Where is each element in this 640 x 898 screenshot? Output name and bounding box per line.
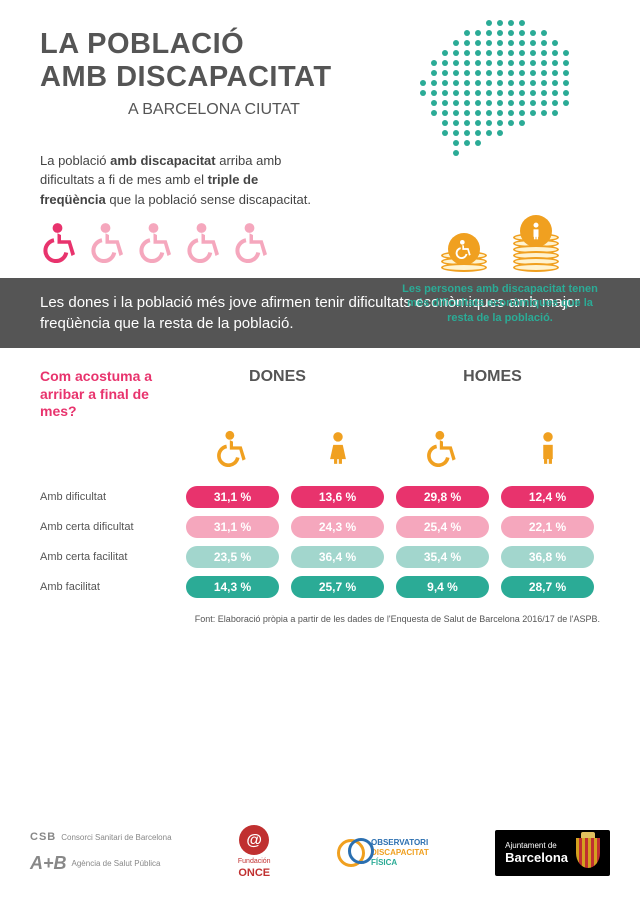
once-label: ONCE — [238, 867, 271, 880]
row-label: Amb certa facilitat — [40, 551, 180, 563]
once-top: Fundación — [238, 858, 271, 866]
csb-mark: CSB — [30, 831, 56, 844]
row-label: Amb facilitat — [40, 581, 180, 593]
value-pill: 29,8 % — [396, 486, 489, 508]
man-icon — [526, 221, 546, 241]
value-pill: 36,4 % — [291, 546, 384, 568]
aspb-label: Agència de Salut Pública — [72, 859, 161, 869]
wheelchair-icon — [88, 221, 130, 263]
obs-line2: DISCAPACITAT — [371, 848, 429, 858]
man-icon — [529, 429, 567, 467]
table-row: Amb certa facilitat 23,5 % 36,4 % 35,4 % 36,… — [40, 546, 600, 568]
woman-icon — [319, 429, 357, 467]
table-question: Com acostuma a arribar a final de mes? — [40, 368, 170, 421]
wheelchair-icon — [214, 429, 252, 467]
wheelchair-icon — [136, 221, 178, 263]
csb-label: Consorci Sanitari de Barcelona — [61, 833, 171, 843]
body-paragraph: La població amb discapacitat arriba amb … — [0, 137, 360, 210]
obs-line1: OBSERVATORI — [371, 838, 429, 848]
group-header-dones: DONES — [170, 368, 385, 421]
wheelchair-icon — [232, 221, 274, 263]
value-pill: 23,5 % — [186, 546, 279, 568]
value-pill: 25,4 % — [396, 516, 489, 538]
group-header-homes: HOMES — [385, 368, 600, 421]
value-pill: 24,3 % — [291, 516, 384, 538]
obs-line3: FÍSICA — [371, 858, 429, 868]
value-pill: 28,7 % — [501, 576, 594, 598]
value-pill: 25,7 % — [291, 576, 384, 598]
row-label: Amb dificultat — [40, 491, 180, 503]
value-pill: 31,1 % — [186, 516, 279, 538]
value-pill: 12,4 % — [501, 486, 594, 508]
coins-illustration: Les persones amb discapacitat tenen més … — [400, 215, 600, 325]
wheelchair-icon — [40, 221, 82, 263]
row-label: Amb certa dificultat — [40, 521, 180, 533]
wheelchair-icon — [184, 221, 226, 263]
value-pill: 36,8 % — [501, 546, 594, 568]
section-heading — [0, 119, 380, 137]
ajuntament-logo: Ajuntament de Barcelona — [495, 830, 610, 876]
table-row: Amb dificultat 31,1 % 13,6 % 29,8 % 12,4 % — [40, 486, 600, 508]
table-row: Amb certa dificultat 31,1 % 24,3 % 25,4 % 22… — [40, 516, 600, 538]
value-pill: 9,4 % — [396, 576, 489, 598]
source-text: Font: Elaboració pròpia a partir de les … — [0, 606, 640, 626]
value-pill: 31,1 % — [186, 486, 279, 508]
value-pill: 13,6 % — [291, 486, 384, 508]
value-pill: 22,1 % — [501, 516, 594, 538]
barcelona-map-dots — [410, 20, 610, 180]
coins-caption: Les persones amb discapacitat tenen més … — [400, 282, 600, 325]
value-pill: 14,3 % — [186, 576, 279, 598]
wheelchair-icon — [454, 239, 474, 259]
table-row: Amb facilitat 14,3 % 25,7 % 9,4 % 28,7 % — [40, 576, 600, 598]
footer-logos: CSB Consorci Sanitari de Barcelona A+B A… — [0, 825, 640, 880]
value-pill: 35,4 % — [396, 546, 489, 568]
wheelchair-icon — [424, 429, 462, 467]
